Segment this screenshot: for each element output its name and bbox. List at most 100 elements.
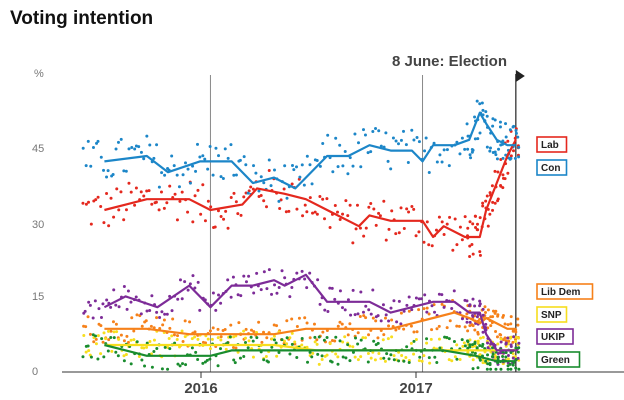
- poll-point: [369, 201, 373, 205]
- poll-point: [129, 338, 133, 342]
- poll-point: [163, 173, 167, 177]
- poll-point: [330, 360, 334, 364]
- poll-point: [203, 219, 207, 223]
- poll-point: [208, 329, 212, 333]
- poll-point: [478, 216, 482, 220]
- poll-point: [155, 347, 159, 351]
- poll-point: [86, 139, 90, 143]
- poll-point: [440, 302, 444, 306]
- poll-point: [137, 354, 141, 358]
- poll-point: [424, 136, 428, 140]
- poll-point: [511, 356, 515, 360]
- poll-point: [362, 234, 366, 238]
- poll-point: [356, 331, 360, 335]
- poll-point: [491, 315, 495, 319]
- poll-point: [157, 208, 161, 212]
- poll-point: [311, 351, 315, 355]
- poll-point: [493, 169, 497, 173]
- poll-point: [254, 171, 258, 175]
- poll-point: [94, 337, 98, 341]
- poll-point: [262, 270, 266, 274]
- poll-point: [97, 307, 101, 311]
- poll-point: [106, 169, 110, 173]
- poll-point: [233, 361, 237, 365]
- poll-point: [455, 357, 459, 361]
- poll-point: [86, 344, 90, 348]
- poll-point: [252, 291, 256, 295]
- poll-point: [356, 342, 360, 346]
- poll-point: [438, 153, 442, 157]
- poll-point: [461, 344, 465, 348]
- poll-point: [81, 146, 85, 150]
- poll-point: [369, 356, 373, 360]
- poll-point: [363, 133, 367, 137]
- poll-point: [328, 226, 332, 230]
- poll-point: [99, 205, 103, 209]
- poll-point: [473, 340, 477, 344]
- poll-point: [361, 336, 365, 340]
- poll-point: [383, 359, 387, 363]
- poll-point: [486, 362, 490, 366]
- poll-point: [242, 329, 246, 333]
- poll-point: [468, 343, 472, 347]
- poll-point: [458, 358, 462, 362]
- poll-point: [353, 132, 357, 136]
- poll-point: [242, 274, 246, 278]
- poll-point: [458, 152, 462, 156]
- poll-point: [387, 319, 391, 323]
- poll-point: [282, 187, 286, 191]
- poll-point: [144, 319, 148, 323]
- poll-point: [134, 295, 138, 299]
- poll-point: [275, 324, 279, 328]
- poll-point: [152, 156, 156, 160]
- poll-point: [447, 358, 451, 362]
- legend-label: SNP: [541, 310, 562, 321]
- poll-point: [295, 271, 299, 275]
- poll-point: [399, 138, 403, 142]
- poll-point: [297, 316, 301, 320]
- poll-point: [384, 131, 388, 135]
- legend-label: Lib Dem: [541, 287, 581, 298]
- poll-point: [313, 340, 317, 344]
- poll-point: [344, 356, 348, 360]
- poll-point: [462, 341, 466, 345]
- poll-point: [432, 346, 436, 350]
- poll-point: [491, 124, 495, 128]
- poll-point: [386, 159, 390, 163]
- poll-point: [208, 144, 212, 148]
- poll-point: [422, 240, 426, 244]
- poll-point: [499, 184, 503, 188]
- poll-point: [478, 317, 482, 321]
- poll-point: [484, 199, 488, 203]
- poll-point: [104, 337, 108, 341]
- poll-point: [334, 352, 338, 356]
- poll-point: [290, 342, 294, 346]
- poll-point: [514, 335, 518, 339]
- poll-point: [316, 278, 320, 282]
- poll-point: [450, 306, 454, 310]
- poll-point: [478, 304, 482, 308]
- poll-point: [465, 320, 469, 324]
- poll-point: [336, 324, 340, 328]
- poll-point: [168, 347, 172, 351]
- poll-point: [485, 367, 489, 371]
- poll-point: [228, 335, 232, 339]
- poll-point: [511, 149, 515, 153]
- poll-point: [100, 337, 104, 341]
- poll-point: [175, 218, 179, 222]
- poll-point: [84, 164, 88, 168]
- poll-point: [249, 185, 253, 189]
- poll-point: [160, 367, 164, 371]
- poll-point: [163, 345, 167, 349]
- poll-point: [466, 329, 470, 333]
- poll-point: [87, 349, 91, 353]
- poll-point: [471, 367, 475, 371]
- poll-point: [409, 324, 413, 328]
- poll-point: [443, 335, 447, 339]
- poll-point: [353, 355, 357, 359]
- poll-point: [476, 366, 480, 370]
- poll-point: [466, 226, 470, 230]
- poll-point: [172, 164, 176, 168]
- poll-point: [479, 336, 483, 340]
- poll-point: [473, 115, 477, 119]
